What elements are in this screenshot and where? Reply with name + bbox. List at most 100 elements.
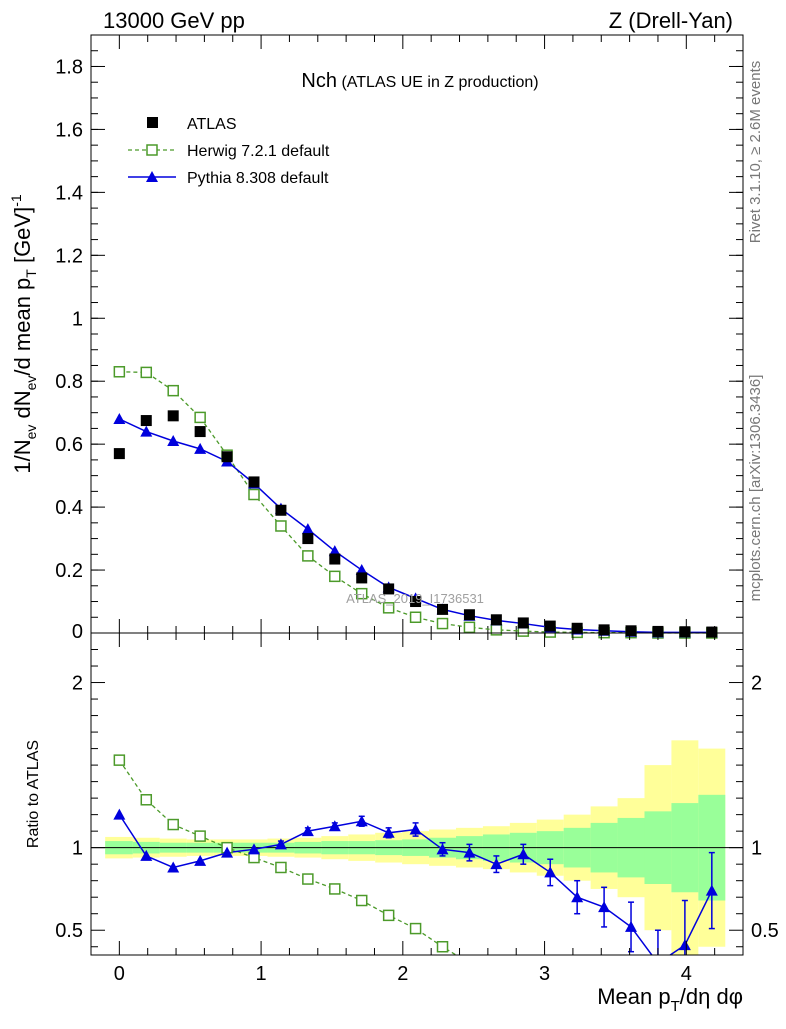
herwig-ratio-point: [113, 754, 126, 766]
herwig-ratio-line: [118, 759, 458, 955]
x-axis-title: Mean pT/dη dφ: [597, 984, 743, 1015]
legend-label-herwig: Herwig 7.2.1 default: [187, 143, 330, 160]
y-tick-label: 0.4: [55, 497, 83, 519]
pythia-ratio-point: [167, 861, 180, 873]
atlas-point: [302, 533, 314, 545]
ratio-y-tick-label-right: 1: [751, 838, 762, 860]
atlas-point: [410, 596, 422, 608]
atlas-point: [221, 451, 233, 463]
herwig-ratio-point: [194, 830, 206, 842]
pythia-ratio-point: [678, 939, 691, 951]
pythia-ratio-point: [652, 957, 664, 968]
y-axis-title-ratio: Ratio to ATLAS: [25, 740, 42, 848]
pythia-ratio-point: [490, 858, 503, 870]
pythia-ratio-point: [248, 843, 260, 855]
herwig-ratio-point: [653, 1008, 663, 1018]
atlas-point: [167, 410, 179, 422]
herwig-point: [355, 587, 368, 600]
atlas-point: [490, 614, 502, 626]
x-tick-label: 0: [114, 963, 125, 985]
ratio-y-tick-label: 1: [72, 838, 83, 860]
herwig-ratio-point: [464, 958, 474, 968]
ratio-y-tick-label-right: 2: [751, 673, 762, 695]
y-tick-label: 1.2: [55, 245, 83, 267]
ratio-series: [113, 754, 718, 1018]
x-tick-label: 2: [397, 963, 408, 985]
herwig-point: [167, 384, 179, 397]
atlas-point: [679, 626, 691, 638]
legend-marker-pythia: [146, 171, 158, 182]
pythia-ratio-point: [382, 826, 395, 838]
legend: ATLAS Herwig 7.2.1 default Pythia 8.308 …: [128, 116, 330, 187]
process-label: Z (Drell-Yan): [609, 8, 733, 33]
pythia-ratio-point: [113, 808, 126, 820]
herwig-ratio-point: [572, 988, 582, 998]
herwig-ratio-point: [545, 985, 555, 995]
herwig-ratio-point: [707, 1008, 717, 1018]
herwig-ratio-point: [680, 1008, 690, 1018]
pythia-ratio-point: [274, 838, 287, 850]
pythia-point: [355, 564, 368, 576]
herwig-point: [302, 550, 314, 562]
atlas-point: [275, 504, 287, 516]
y-tick-label: 1.6: [55, 119, 83, 141]
y-tick-label: 0.8: [55, 371, 83, 393]
watermark: ATLAS_2019_I1736531: [346, 591, 484, 606]
herwig-point: [329, 570, 341, 583]
legend-label-pythia: Pythia 8.308 default: [187, 170, 329, 187]
atlas-point: [248, 476, 260, 488]
atlas-point: [517, 617, 529, 629]
ratio-y-tick-label: 2: [72, 673, 83, 695]
ratio-y-tick-label: 0.5: [55, 920, 83, 942]
ratio-panel-frame: [90, 632, 744, 956]
herwig-point: [113, 366, 126, 378]
herwig-ratio-point: [409, 922, 422, 935]
herwig-ratio-point: [436, 940, 449, 953]
herwig-point: [248, 488, 260, 501]
plot-title-sub: (ATLAS UE in Z production): [341, 74, 538, 91]
herwig-point: [275, 520, 287, 532]
energy-label: 13000 GeV pp: [103, 8, 245, 33]
x-tick-label: 4: [681, 963, 692, 985]
atlas-point: [544, 620, 556, 632]
y-tick-label-zero: 0: [72, 621, 83, 643]
y-tick-label: 0.6: [55, 434, 83, 456]
legend-label-atlas: ATLAS: [187, 116, 237, 133]
pythia-point: [113, 412, 126, 424]
pythia-ratio-point: [355, 815, 368, 827]
herwig-point: [140, 366, 153, 379]
pythia-ratio-point: [705, 884, 718, 896]
pythia-ratio-point: [409, 823, 422, 835]
pythia-ratio-point: [598, 901, 611, 913]
atlas-point: [463, 609, 475, 621]
pythia-ratio-point: [571, 891, 584, 903]
pythia-ratio-point: [221, 846, 234, 858]
atlas-point: [383, 583, 395, 595]
herwig-ratio-point: [518, 978, 528, 988]
herwig-point: [463, 621, 476, 634]
pythia-ratio-point: [328, 820, 341, 832]
mcplots-label: mcplots.cern.ch [arXiv:1306.3436]: [747, 375, 764, 602]
herwig-ratio-point: [140, 794, 153, 806]
legend-marker-herwig: [146, 144, 158, 156]
x-tick-label: 1: [256, 963, 267, 985]
herwig-ratio-point: [382, 909, 395, 922]
herwig-ratio-point: [302, 873, 314, 885]
svg-text:Mean pT/dη dφ: Mean pT/dη dφ: [597, 984, 743, 1015]
pythia-point: [301, 523, 314, 535]
herwig-point: [436, 617, 449, 630]
y-tick-label: 1.8: [55, 56, 83, 78]
pythia-ratio-point: [436, 843, 449, 855]
atlas-point: [598, 624, 610, 636]
herwig-point: [409, 611, 422, 624]
herwig-ratio-point: [275, 861, 287, 874]
y-axis-title-main: 1/Nev dNev/d mean pT [GeV]-1: [8, 194, 39, 474]
pythia-ratio-point: [625, 920, 638, 932]
atlas-point: [437, 603, 449, 615]
herwig-ratio-point: [167, 818, 179, 831]
y-tick-label: 0.2: [55, 560, 83, 582]
ratio-panel: 0.5 0.5 1 1 2 2 0 1 2 3 4: [55, 632, 779, 1018]
pythia-ratio-point: [517, 848, 530, 860]
pythia-ratio-point: [301, 825, 314, 837]
